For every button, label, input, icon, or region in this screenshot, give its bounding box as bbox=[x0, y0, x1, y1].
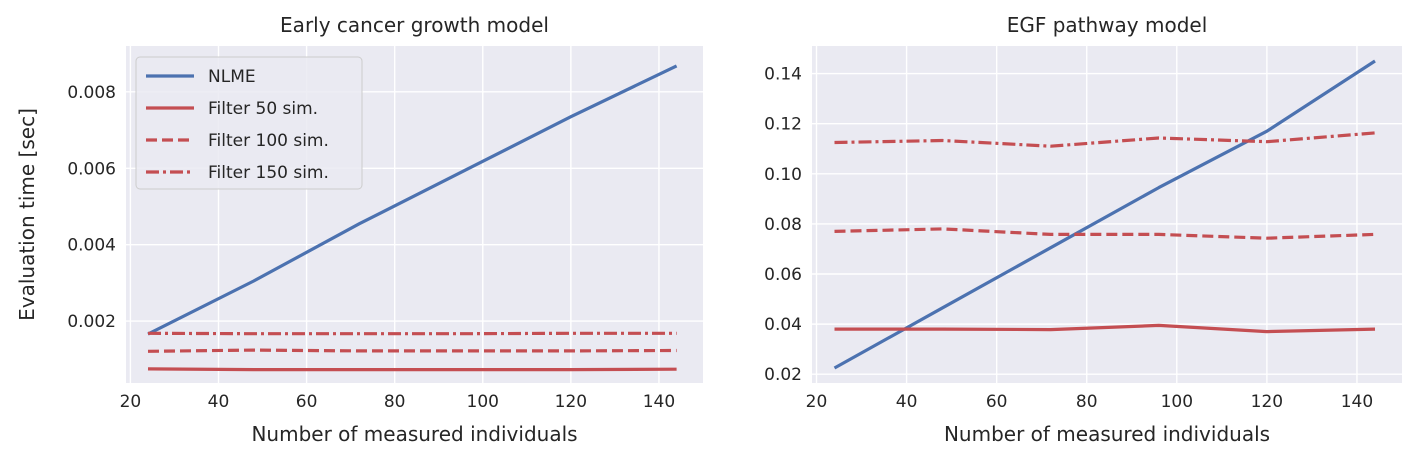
y-tick-label: 0.14 bbox=[764, 65, 802, 85]
series-line-nlme bbox=[147, 64, 678, 336]
x-tick-label: 60 bbox=[986, 392, 1008, 412]
legend-entry: Filter 100 sim. bbox=[208, 131, 329, 151]
y-tick-label: 0.10 bbox=[764, 165, 802, 185]
y-tick-label: 0.002 bbox=[67, 312, 116, 332]
x-tick-label: 120 bbox=[555, 392, 587, 412]
y-tick-label: 0.004 bbox=[67, 236, 116, 256]
chart-early-cancer-growth: 20 40 60 80 100 120 140 0.002 0.004 0.006 0.008 Ear… bbox=[15, 13, 703, 446]
series-line-filter-100-sim bbox=[147, 348, 677, 353]
x-tick-label: 140 bbox=[1341, 392, 1373, 412]
y-tick-label: 0.06 bbox=[764, 265, 802, 285]
series-line-series-3 bbox=[834, 131, 1376, 148]
x-axis-label: Number of measured individuals bbox=[944, 422, 1270, 446]
legend-entry: Filter 50 sim. bbox=[208, 99, 318, 119]
y-tick-label: 0.08 bbox=[764, 215, 802, 235]
y-tick-label: 0.12 bbox=[764, 115, 802, 135]
chart-title: EGF pathway model bbox=[1007, 13, 1208, 37]
series-line-series-1 bbox=[834, 323, 1376, 334]
x-tick-label: 40 bbox=[208, 392, 230, 412]
y-tick-label: 0.04 bbox=[764, 315, 802, 335]
x-tick-label: 20 bbox=[120, 392, 142, 412]
y-tick-label: 0.02 bbox=[764, 365, 802, 385]
x-axis-label: Number of measured individuals bbox=[251, 422, 577, 446]
x-tick-label: 120 bbox=[1251, 392, 1283, 412]
x-tick-label: 80 bbox=[1076, 392, 1098, 412]
legend-entry: NLME bbox=[208, 67, 256, 87]
x-tick-label: 40 bbox=[896, 392, 918, 412]
y-axis-label: Evaluation time [sec] bbox=[15, 108, 39, 321]
chart-title: Early cancer growth model bbox=[280, 13, 549, 37]
x-tick-label: 100 bbox=[467, 392, 499, 412]
series-line-filter-50-sim bbox=[147, 367, 677, 372]
x-tick-label: 100 bbox=[1161, 392, 1193, 412]
series-line-series-0 bbox=[833, 59, 1376, 370]
series-line-series-2 bbox=[834, 227, 1376, 240]
y-tick-label: 0.008 bbox=[67, 83, 116, 103]
legend: NLME Filter 50 sim. Filter 100 sim. Filter … bbox=[135, 56, 363, 190]
x-tick-label: 140 bbox=[643, 392, 675, 412]
x-tick-label: 60 bbox=[296, 392, 318, 412]
legend-entry: Filter 150 sim. bbox=[208, 163, 329, 183]
y-tick-label: 0.006 bbox=[67, 159, 116, 179]
x-tick-label: 20 bbox=[806, 392, 828, 412]
x-tick-label: 80 bbox=[384, 392, 406, 412]
chart-egf-pathway: 20 40 60 80 100 120 140 0.02 0.04 0.06 0.08 0.10 0.1… bbox=[764, 13, 1402, 446]
legend-box bbox=[135, 56, 363, 190]
